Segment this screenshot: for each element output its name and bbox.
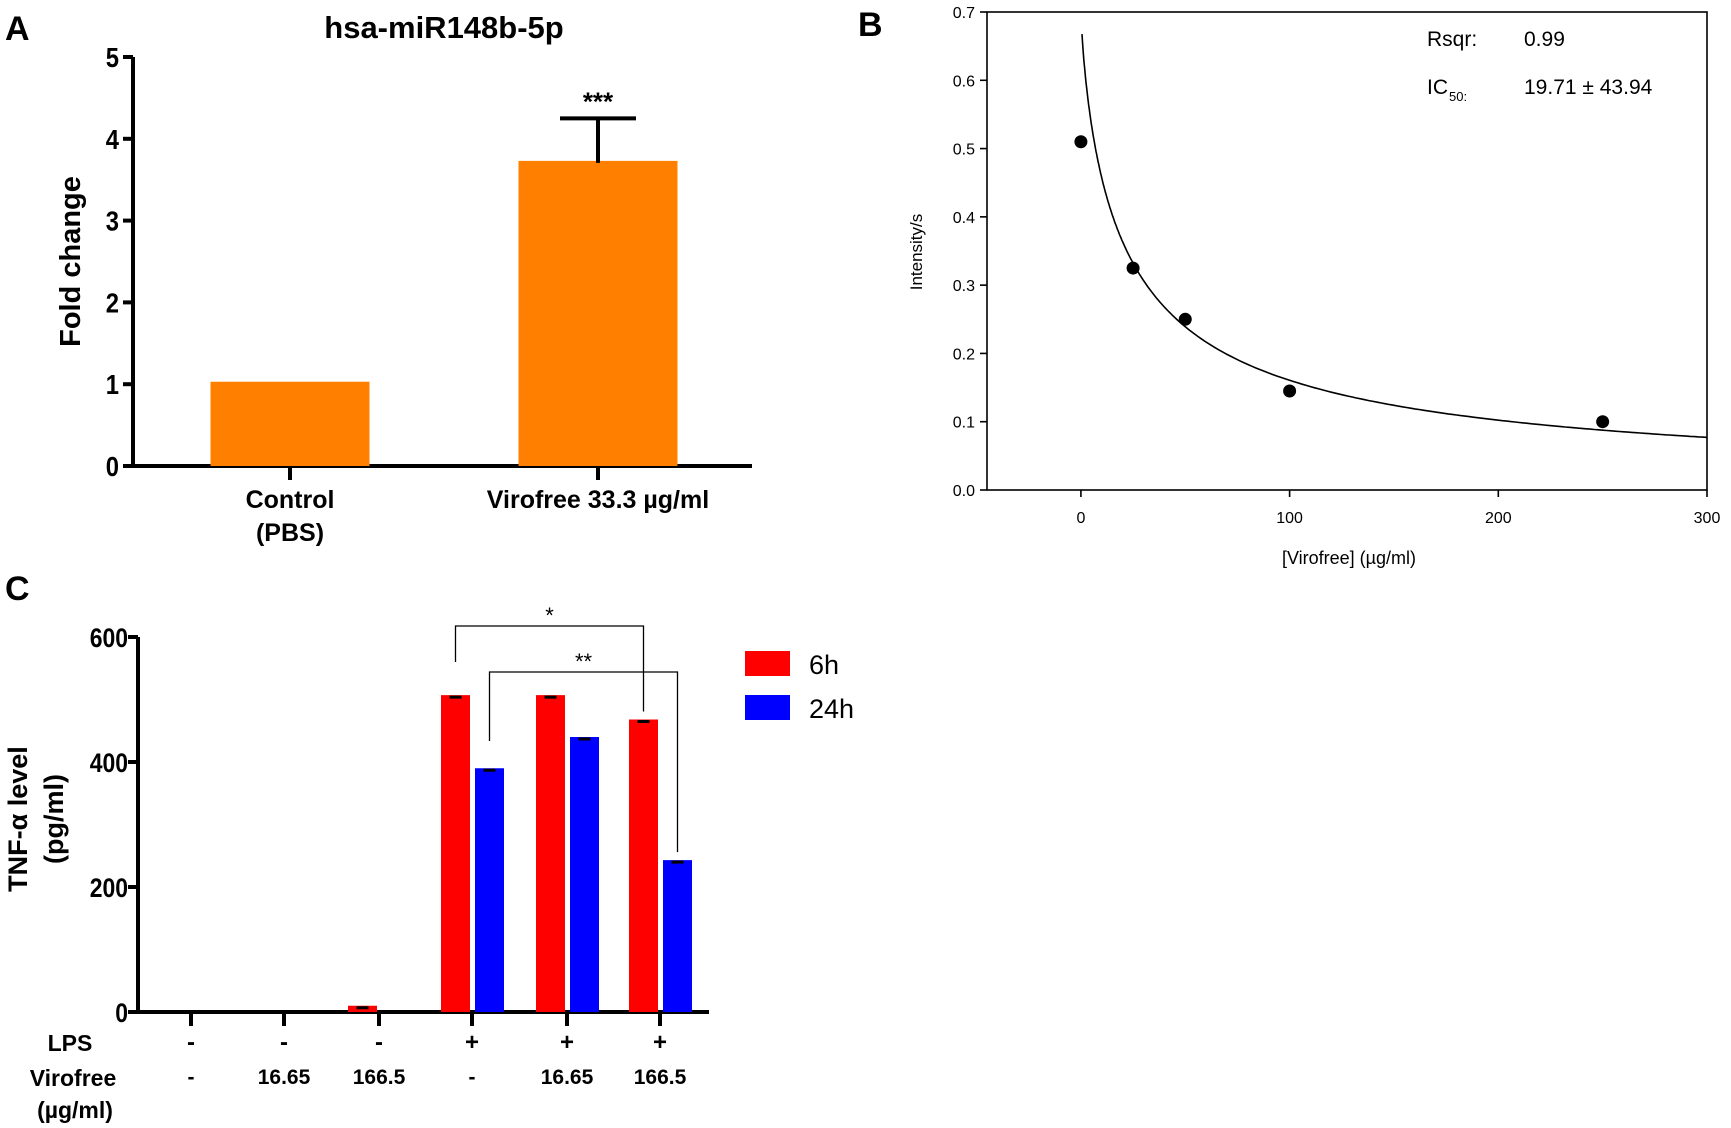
chart-c: 0 200 400 600 TNF-α level (pg/ml) - - - 16.65 - 166… — [3, 603, 854, 1123]
virofree-unit-label: (µg/ml) — [37, 1097, 113, 1123]
bar-24h — [663, 860, 692, 1012]
panel-label-a: A — [5, 10, 30, 48]
plot-frame — [986, 11, 1708, 491]
y-tick-label: 5 — [106, 41, 119, 73]
y-tick-label: 0.1 — [953, 415, 975, 432]
virofree-value: - — [469, 1066, 476, 1089]
x-tick-label: (PBS) — [256, 519, 324, 547]
bar-24h — [475, 768, 504, 1012]
y-tick-label: 400 — [90, 748, 128, 778]
virofree-value: - — [188, 1066, 195, 1089]
y-tick-label: 2 — [106, 287, 119, 319]
x-tick-label: 0 — [1076, 510, 1085, 527]
y-tick-label: 0.7 — [953, 5, 975, 22]
bar-6h — [441, 695, 470, 1012]
lps-row-label: LPS — [48, 1030, 93, 1056]
ic50-subscript: 50: — [1449, 89, 1467, 104]
significance-label: *** — [583, 86, 614, 116]
chart-title: hsa-miR148b-5p — [324, 10, 563, 45]
x-tick-label: Control — [246, 486, 335, 514]
data-point — [1178, 312, 1192, 326]
data-point — [1074, 135, 1088, 149]
lps-value: - — [375, 1029, 383, 1056]
virofree-value: 16.65 — [541, 1066, 594, 1089]
y-tick-label: 200 — [90, 873, 128, 903]
y-tick-label: 0.6 — [953, 73, 975, 90]
chart-b: 0.0 0.1 0.2 0.3 0.4 0.5 0.6 0.7 0 100 200 300 [Virof… — [907, 5, 1720, 568]
legend-label: 24h — [809, 694, 854, 724]
significance-label: * — [545, 603, 554, 628]
fit-curve — [1081, 34, 1708, 439]
chart-a: hsa-miR148b-5p 0 1 2 3 4 5 Fold change Control (P… — [55, 10, 752, 547]
virofree-value: 16.65 — [258, 1066, 311, 1089]
significance-label: ** — [575, 649, 593, 674]
panel-label-c: C — [5, 570, 30, 608]
y-axis-label: Intensity/s — [907, 214, 926, 291]
x-tick-label: 300 — [1694, 510, 1721, 527]
x-tick-label: 100 — [1276, 510, 1303, 527]
data-point — [1283, 384, 1297, 398]
y-tick-label: 0.3 — [953, 278, 975, 295]
significance-bracket — [454, 625, 645, 712]
bar-24h — [570, 737, 599, 1012]
y-tick-label: 3 — [106, 205, 119, 237]
y-tick-label: 4 — [106, 123, 120, 155]
significance-bracket — [488, 671, 679, 853]
y-tick-label: 0.4 — [953, 210, 975, 227]
data-point — [1596, 415, 1610, 429]
y-tick-label: 0 — [106, 450, 119, 482]
y-axis-label: Fold change — [55, 176, 87, 347]
y-tick-label: 600 — [90, 623, 128, 653]
y-tick-label: 0 — [115, 998, 128, 1028]
bar — [210, 381, 370, 466]
virofree-value: 166.5 — [634, 1066, 687, 1089]
legend-swatch-24h — [745, 695, 790, 720]
ic50-value: 19.71 ± 43.94 — [1524, 76, 1653, 99]
bar — [518, 160, 678, 467]
virofree-value: 166.5 — [353, 1066, 406, 1089]
lps-value: + — [653, 1029, 667, 1056]
bar-6h — [536, 695, 565, 1012]
y-axis-label: TNF-α level — [3, 746, 33, 892]
x-tick-label: 200 — [1485, 510, 1512, 527]
legend-swatch-6h — [745, 651, 790, 676]
lps-value: - — [280, 1029, 288, 1056]
y-tick-label: 0.2 — [953, 346, 975, 363]
x-axis-label: [Virofree] (µg/ml) — [1282, 548, 1416, 568]
ic50-label: IC — [1427, 76, 1448, 99]
x-tick-label: Virofree 33.3 µg/ml — [487, 486, 709, 514]
lps-value: + — [560, 1029, 574, 1056]
data-point — [1126, 261, 1140, 275]
panel-label-b: B — [858, 6, 883, 44]
y-tick-label: 0.5 — [953, 142, 975, 159]
lps-value: + — [465, 1029, 479, 1056]
rsqr-value: 0.99 — [1524, 28, 1565, 51]
y-axis-label-unit: (pg/ml) — [39, 774, 69, 864]
y-tick-label: 0.0 — [953, 483, 975, 500]
legend-label: 6h — [809, 650, 839, 680]
bar-6h — [629, 719, 658, 1012]
y-tick-label: 1 — [106, 368, 119, 400]
virofree-row-label: Virofree — [30, 1065, 117, 1091]
rsqr-label: Rsqr: — [1427, 28, 1477, 51]
lps-value: - — [187, 1029, 195, 1056]
